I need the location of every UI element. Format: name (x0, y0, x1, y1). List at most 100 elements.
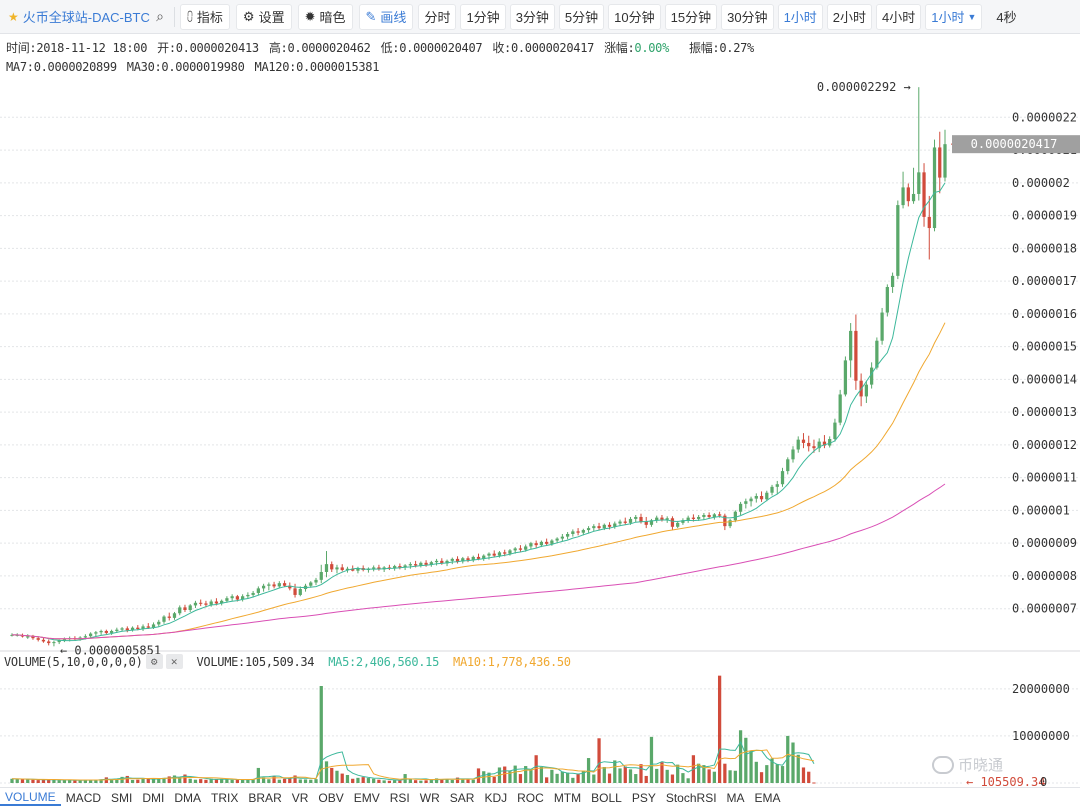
low-price-label: ← 0.0000005851 (60, 643, 161, 657)
tab-roc[interactable]: ROC (517, 790, 544, 805)
candle-body (723, 515, 727, 527)
volume-bar (319, 686, 323, 783)
tab-trix[interactable]: TRIX (211, 790, 239, 805)
candle-body (314, 579, 318, 583)
volume-bar (52, 779, 56, 783)
volume-bar (272, 776, 276, 783)
volume-bar (298, 779, 302, 783)
tab-mtm[interactable]: MTM (553, 790, 582, 805)
period-3[interactable]: 5分钟 (558, 3, 605, 30)
volume-tick-label: 10000000 (1012, 729, 1070, 743)
indicator-label: 指标 (196, 10, 223, 25)
volume-bar (707, 769, 711, 783)
candle-body (324, 564, 329, 572)
candle-body (602, 524, 606, 529)
candle-body (775, 484, 779, 487)
tab-vr[interactable]: VR (291, 790, 309, 805)
volume-bar (571, 777, 575, 783)
tab-dma[interactable]: DMA (174, 790, 202, 805)
candle-body (413, 564, 418, 566)
tab-psy[interactable]: PSY (631, 790, 656, 805)
draw-label: 画线 (380, 10, 407, 25)
candle-body (193, 602, 198, 606)
candle-body (655, 517, 659, 521)
period-4[interactable]: 10分钟 (608, 3, 661, 30)
search-icon[interactable]: ⌕ (156, 8, 164, 24)
volume-bar (130, 779, 135, 783)
volume-bar (261, 777, 266, 783)
tab-stochrsi[interactable]: StochRSI (665, 790, 717, 805)
period-8[interactable]: 2小时 (826, 3, 873, 30)
gear-icon[interactable]: ⚙ (145, 654, 163, 669)
period-7[interactable]: 1小时 (777, 3, 823, 30)
volume-bar (178, 777, 182, 783)
volume-bar (419, 780, 423, 783)
volume-bar (10, 778, 14, 783)
tab-macd[interactable]: MACD (65, 790, 102, 805)
period-2[interactable]: 3分钟 (509, 3, 555, 30)
candle-body (665, 518, 669, 520)
candle-body (943, 144, 947, 178)
period-6[interactable]: 30分钟 (721, 3, 774, 30)
candle-body (565, 534, 570, 537)
tab-ema[interactable]: EMA (754, 790, 781, 805)
indicator-button[interactable]: ⩇ 指标 (180, 3, 230, 30)
tab-sar[interactable]: SAR (449, 790, 475, 805)
tab-emv[interactable]: EMV (353, 790, 380, 805)
volume-bar (744, 737, 748, 783)
candle-body (31, 636, 35, 639)
volume-bar (450, 779, 454, 783)
volume-bar (628, 769, 633, 783)
volume-bar (644, 775, 648, 783)
ma30-legend: MA30:0.0000019980 (126, 60, 245, 74)
tab-volume[interactable]: VOLUME (0, 790, 61, 806)
candle-body (199, 602, 203, 604)
volume-bar (413, 780, 418, 783)
candle-body (419, 562, 423, 566)
tab-kdj[interactable]: KDJ (484, 790, 508, 805)
candle-body (99, 630, 103, 633)
period-0[interactable]: 分时 (418, 3, 457, 30)
tab-brar[interactable]: BRAR (248, 790, 282, 805)
tab-ma[interactable]: MA (726, 790, 745, 805)
theme-button[interactable]: ✹ 暗色 (297, 3, 353, 30)
volume-bar (639, 764, 643, 783)
tab-smi[interactable]: SMI (111, 790, 133, 805)
tab-dmi[interactable]: DMI (142, 790, 165, 805)
volume-bar (455, 777, 460, 783)
ma120-line (12, 483, 946, 640)
settings-button[interactable]: ⚙ 设置 (235, 3, 292, 30)
close-icon[interactable]: ✕ (165, 654, 183, 669)
period-9[interactable]: 4小时 (876, 3, 922, 30)
candle-body (162, 616, 166, 622)
period-1[interactable]: 1分钟 (460, 3, 506, 30)
market-title[interactable]: ★ 火币全球站-DAC-BTC ⌕ (0, 0, 172, 33)
tab-boll[interactable]: BOLL (591, 790, 622, 805)
period-5[interactable]: 15分钟 (664, 3, 718, 30)
volume-bar (109, 779, 114, 783)
tab-rsi[interactable]: RSI (389, 790, 410, 805)
tab-obv[interactable]: OBV (318, 790, 344, 805)
volume-header: VOLUME(5,10,0,0,0,0) ⚙ ✕ VOLUME:105,509.… (4, 654, 571, 669)
tab-wr[interactable]: WR (419, 790, 440, 805)
high-price-label: 0.000002292 → (817, 80, 911, 94)
ma7-legend: MA7:0.0000020899 (6, 60, 117, 74)
draw-button[interactable]: ✎ 画线 (358, 3, 414, 30)
candle-body (424, 562, 428, 565)
price-tick-label: 0.0000012 (1012, 438, 1077, 452)
candle-body (754, 496, 758, 499)
volume-bar (476, 768, 481, 783)
volume-bar (539, 766, 544, 783)
period-dropdown[interactable]: 1小时 ▼ (925, 3, 983, 30)
candle-body (141, 626, 145, 629)
candle-body (429, 562, 433, 565)
volume-bar (728, 770, 732, 783)
candle-body (828, 439, 832, 446)
candle-body (749, 498, 753, 502)
candle-body (932, 147, 937, 229)
price-tick-label: 0.0000009 (1012, 536, 1077, 550)
volume-value: VOLUME:105,509.34 (196, 654, 315, 669)
star-icon[interactable]: ★ (8, 9, 19, 24)
current-price-tag (952, 135, 1080, 154)
